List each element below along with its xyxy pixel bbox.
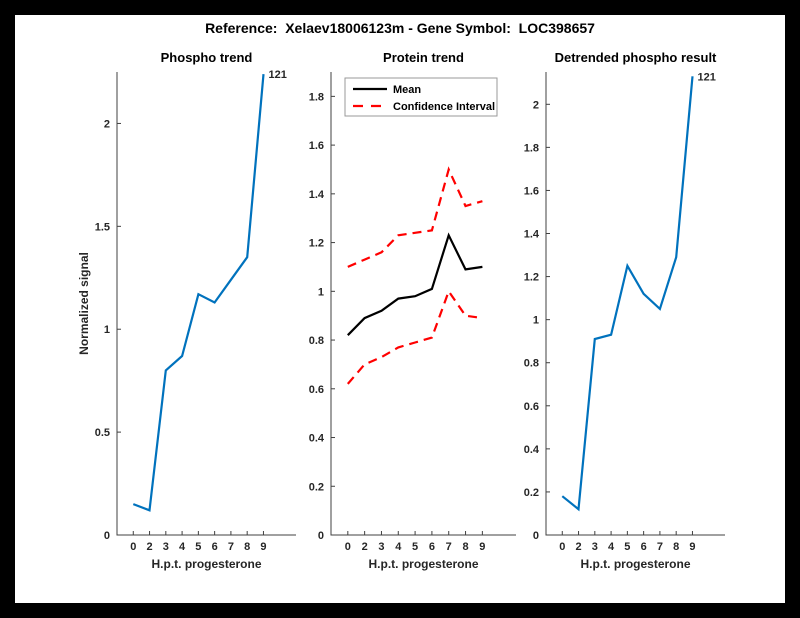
x-tick-label: 7 [228, 541, 234, 553]
legend-box [344, 77, 498, 117]
x-tick-label: 4 [395, 541, 402, 553]
x-tick-label: 2 [146, 541, 152, 553]
y-tick-label: 1.6 [524, 185, 539, 197]
y-tick-label: 1 [104, 324, 110, 336]
y-tick-label: 2 [533, 99, 539, 111]
figure-title: Reference: Xelaev18006123m - Gene Symbol… [205, 20, 595, 36]
subplot-title: Protein trend [383, 50, 464, 65]
x-tick-label: 5 [624, 541, 630, 553]
x-tick-label: 0 [559, 541, 565, 553]
y-tick-label: 1.8 [524, 142, 539, 154]
y-tick-label: 1.6 [309, 140, 324, 152]
y-tick-label: 0.4 [309, 433, 325, 445]
x-tick-label: 4 [179, 541, 186, 553]
y-tick-label: 1.2 [524, 272, 539, 284]
legend-entry-label: Mean [393, 84, 421, 96]
y-tick-label: 2 [104, 118, 110, 130]
subplot-title: Detrended phospho result [555, 50, 717, 65]
axes-spines [330, 72, 516, 536]
legend-entry-label: Confidence Interval [393, 101, 495, 113]
y-axis-label: Normalized signal [77, 252, 91, 355]
y-tick-label: 1 [318, 286, 324, 298]
x-tick-label: 0 [345, 541, 351, 553]
x-tick-label: 7 [657, 541, 663, 553]
x-tick-label: 5 [412, 541, 418, 553]
x-axis-label: H.p.t. progesterone [368, 557, 478, 571]
x-tick-label: 2 [362, 541, 368, 553]
chart-protein-trend: 00.20.40.60.811.21.41.61.80 2 3 4 5 6 7 8 9Prote… [309, 50, 516, 571]
y-tick-label: 0.4 [524, 444, 540, 456]
series-phospho-signal [132, 74, 265, 512]
y-tick-label: 0 [533, 530, 539, 542]
x-tick-label: 8 [462, 541, 468, 553]
y-tick-label: 0.6 [524, 401, 539, 413]
subplot-title: Phospho trend [161, 50, 253, 65]
cluster-annotation: 121 [268, 69, 286, 81]
x-axis-label: H.p.t. progesterone [151, 557, 261, 571]
x-tick-label: 6 [429, 541, 435, 553]
x-tick-label: 8 [673, 541, 679, 553]
y-tick-label: 0 [104, 530, 110, 542]
x-tick-label: 6 [212, 541, 218, 553]
x-tick-label: 6 [641, 541, 647, 553]
y-tick-label: 1 [533, 315, 539, 327]
y-tick-label: 0.8 [309, 335, 324, 347]
y-tick-label: 0.2 [524, 487, 539, 499]
y-tick-label: 0.6 [309, 384, 324, 396]
y-tick-label: 0.8 [524, 358, 539, 370]
axes-spines [545, 72, 725, 536]
x-tick-label: 8 [244, 541, 250, 553]
y-tick-label: 0.5 [95, 427, 110, 439]
x-tick-label: 9 [260, 541, 266, 553]
series-ci-upper [347, 166, 483, 268]
axes-spines [116, 72, 296, 536]
x-tick-label: 7 [446, 541, 452, 553]
y-tick-label: 1.5 [95, 221, 110, 233]
y-tick-label: 1.2 [309, 238, 324, 250]
y-tick-label: 1.4 [524, 229, 540, 241]
chart-detrended-phospho-result: 00.20.40.60.811.21.41.61.820 2 3 4 5 6 7 8 9Detr… [524, 50, 725, 571]
x-axis-label: H.p.t. progesterone [580, 557, 690, 571]
series-mean [347, 232, 483, 336]
series-ci-lower [346, 288, 483, 385]
legend: Mean Confidence Interval [344, 77, 498, 117]
cluster-annotation: 121 [697, 71, 715, 83]
x-tick-label: 0 [130, 541, 136, 553]
series-detrended-signal [561, 76, 694, 512]
x-tick-label: 2 [575, 541, 581, 553]
y-tick-label: 1.4 [309, 189, 325, 201]
y-tick-label: 0 [318, 530, 324, 542]
x-tick-label: 9 [479, 541, 485, 553]
x-tick-label: 5 [195, 541, 201, 553]
x-tick-label: 9 [689, 541, 695, 553]
x-tick-label: 3 [592, 541, 598, 553]
x-tick-label: 3 [163, 541, 169, 553]
x-tick-label: 3 [378, 541, 384, 553]
y-tick-label: 1.8 [309, 91, 324, 103]
x-tick-label: 4 [608, 541, 615, 553]
y-tick-label: 0.2 [309, 481, 324, 493]
